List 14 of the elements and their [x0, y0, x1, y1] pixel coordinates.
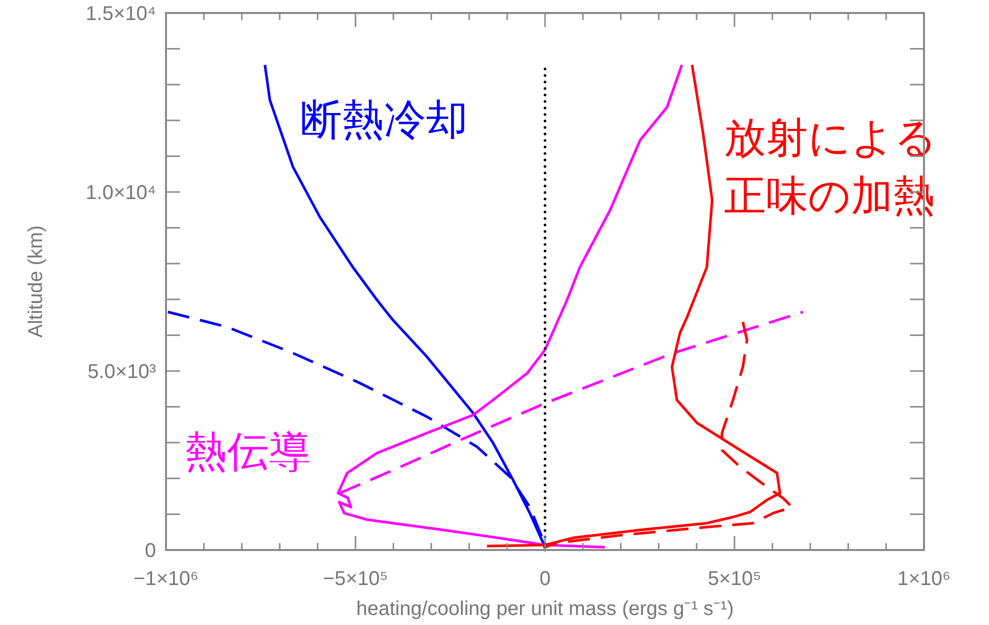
y-tick-label: 0 — [144, 540, 156, 562]
x-tick-label: 0 — [539, 568, 551, 590]
y-tick-label: 1.5×10⁴ — [86, 3, 156, 25]
series-label: 熱伝導 — [185, 428, 311, 475]
x-tick-label: −1×10⁶ — [134, 568, 198, 590]
y-tick-label: 5.0×10³ — [88, 361, 156, 383]
series-label: 断熱冷却 — [300, 96, 468, 143]
x-tick-label: −5×10⁵ — [322, 568, 388, 590]
x-axis-title: heating/cooling per unit mass (ergs g⁻¹ s⁻¹) — [356, 598, 734, 620]
y-axis-title: Altitude (km) — [25, 225, 47, 338]
series-label: 正味の加熱 — [724, 172, 935, 219]
y-tick-label: 1.0×10⁴ — [86, 182, 156, 204]
x-tick-label: 5×10⁵ — [708, 568, 762, 590]
x-tick-label: 1×10⁶ — [897, 568, 951, 590]
